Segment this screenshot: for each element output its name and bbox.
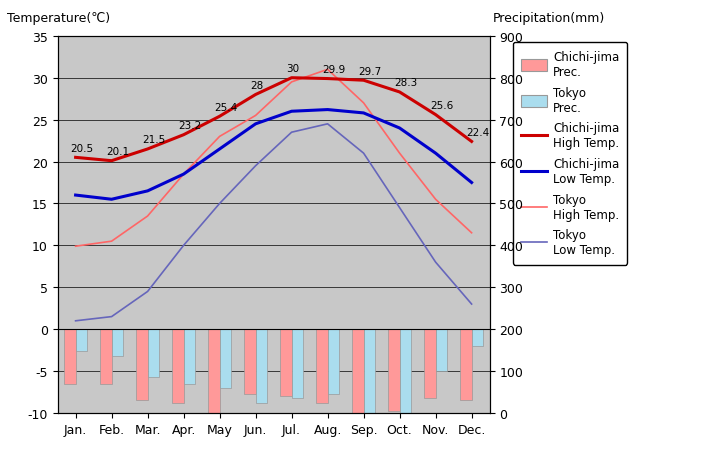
Legend: Chichi-jima
Prec., Tokyo
Prec., Chichi-jima
High Temp., Chichi-jima
Low Temp., T: Chichi-jima Prec., Tokyo Prec., Chichi-j… (513, 43, 627, 265)
Text: 20.1: 20.1 (107, 147, 130, 157)
Bar (244, 330, 256, 394)
Bar (76, 330, 87, 351)
Bar (316, 330, 328, 403)
Bar (148, 330, 159, 378)
Bar (136, 330, 148, 401)
Text: 30: 30 (286, 64, 300, 74)
Text: 23.2: 23.2 (179, 121, 202, 131)
Bar (112, 330, 123, 357)
Text: 28.3: 28.3 (394, 78, 418, 88)
Text: 22.4: 22.4 (467, 128, 490, 137)
Bar (352, 330, 364, 415)
Bar (208, 330, 220, 420)
Bar (424, 330, 436, 398)
Bar (280, 330, 292, 397)
Bar (436, 330, 447, 371)
Text: 25.4: 25.4 (214, 102, 238, 112)
Bar (292, 330, 303, 398)
Text: 29.9: 29.9 (322, 65, 346, 75)
Bar (328, 330, 339, 394)
Bar (460, 330, 472, 400)
Bar (100, 330, 112, 384)
Bar (64, 330, 76, 384)
Bar (172, 330, 184, 403)
Text: Precipitation(mm): Precipitation(mm) (493, 12, 606, 25)
Bar (388, 330, 400, 411)
Text: 29.7: 29.7 (358, 67, 382, 76)
Bar (400, 330, 411, 428)
Text: 20.5: 20.5 (70, 143, 94, 153)
Bar (472, 330, 483, 346)
Bar (220, 330, 231, 388)
Bar (364, 330, 375, 420)
Bar (184, 330, 195, 384)
Text: 21.5: 21.5 (142, 135, 166, 145)
Text: 28: 28 (251, 81, 264, 90)
Text: Temperature(℃): Temperature(℃) (7, 12, 110, 25)
Bar (256, 330, 267, 403)
Text: 25.6: 25.6 (430, 101, 454, 111)
